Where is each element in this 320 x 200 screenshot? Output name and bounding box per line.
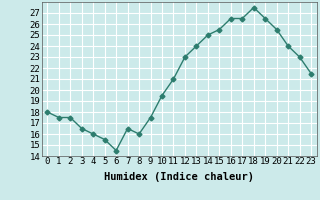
X-axis label: Humidex (Indice chaleur): Humidex (Indice chaleur)	[104, 172, 254, 182]
